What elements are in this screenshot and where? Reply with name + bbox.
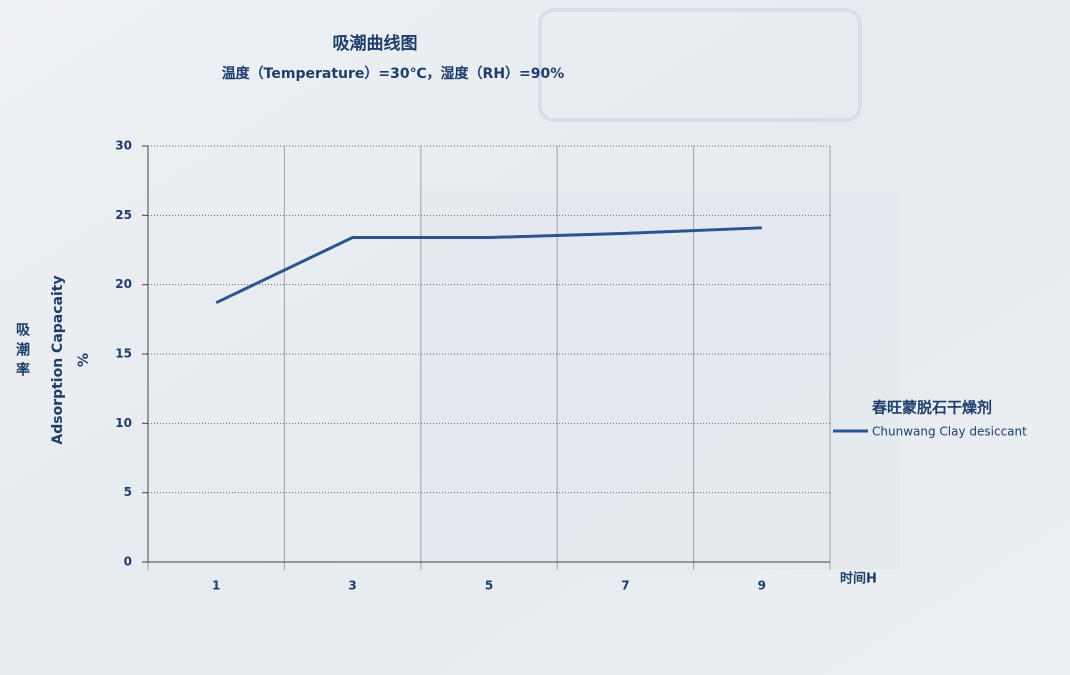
x-tick-label: 1 [212, 579, 220, 593]
x-tick-label: 9 [758, 579, 766, 593]
y-tick-label: 5 [124, 485, 132, 499]
backdrop-label [538, 8, 862, 122]
line [215, 226, 762, 305]
legend-label: Chunwang Clay desiccant [872, 425, 1027, 439]
legend-label: 春旺蒙脱石干燥剂 [872, 399, 992, 417]
chart-title: 吸潮曲线图 [333, 33, 418, 54]
backdrop-bag [420, 190, 900, 570]
x-tick-label: 5 [485, 579, 493, 593]
x-axis-label: 时间H [840, 571, 877, 587]
y-tick-label: 0 [124, 555, 132, 569]
x-tick-label: 3 [348, 579, 356, 593]
y-axis-label: 吸潮率 [14, 322, 30, 382]
y-tick-label: 25 [115, 208, 132, 222]
chart-subtitle: 温度（Temperature）=30℃，湿度（RH）=90% [222, 65, 565, 82]
y-axis-unit: % [76, 353, 92, 367]
x-tick-label: 7 [621, 579, 629, 593]
y-tick-label: 20 [115, 277, 132, 291]
y-tick-label: 10 [115, 416, 132, 430]
y-axis-label: Adsorption Capacaity [50, 275, 66, 444]
y-tick-label: 15 [115, 347, 132, 361]
y-tick-label: 30 [115, 139, 132, 153]
